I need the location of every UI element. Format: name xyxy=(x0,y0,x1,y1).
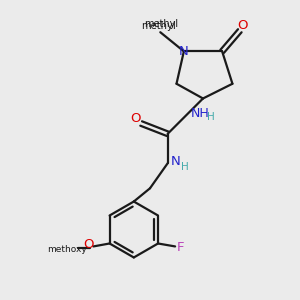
Text: N: N xyxy=(171,155,181,168)
Text: methoxy: methoxy xyxy=(47,245,87,254)
Text: methyl: methyl xyxy=(142,21,176,31)
Text: O: O xyxy=(130,112,141,125)
Text: O: O xyxy=(83,238,93,251)
Text: N: N xyxy=(179,45,189,58)
Text: NH: NH xyxy=(191,107,209,120)
Text: F: F xyxy=(177,242,185,254)
Text: methyl: methyl xyxy=(144,19,178,29)
Text: H: H xyxy=(207,112,215,122)
Text: O: O xyxy=(238,19,248,32)
Text: H: H xyxy=(181,162,189,172)
